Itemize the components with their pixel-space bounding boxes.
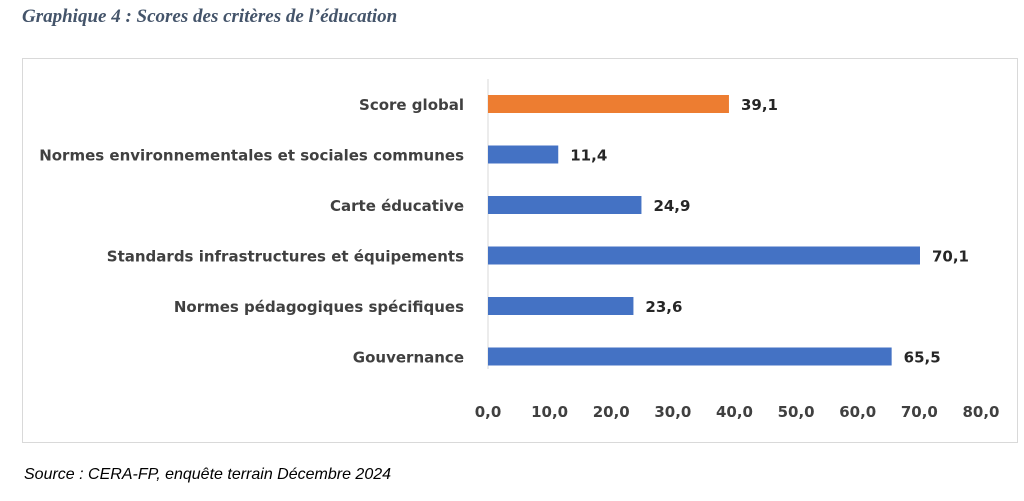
- category-label: Normes pédagogiques spécifiques: [174, 298, 464, 316]
- category-label: Gouvernance: [353, 349, 464, 367]
- chart-title: Graphique 4 : Scores des critères de l’é…: [22, 6, 398, 27]
- category-label: Score global: [359, 96, 464, 114]
- data-label: 70,1: [932, 248, 969, 266]
- source-note: Source : CERA-FP, enquête terrain Décemb…: [24, 466, 392, 483]
- x-tick-label: 40,0: [716, 403, 753, 421]
- bar: [488, 297, 634, 315]
- x-tick-label: 30,0: [654, 403, 691, 421]
- data-label: 39,1: [741, 96, 778, 114]
- bar: [488, 347, 892, 366]
- bar: [488, 145, 559, 164]
- category-label: Carte éducative: [330, 197, 464, 215]
- bar: [488, 95, 729, 113]
- data-label: 24,9: [653, 197, 690, 215]
- x-tick-label: 80,0: [962, 403, 999, 421]
- bar-chart: Score global 39,1 Normes environnementales…: [39, 79, 1000, 421]
- category-label: Standards infrastructures et équipements: [107, 248, 464, 266]
- data-label: 65,5: [904, 349, 941, 367]
- bar: [488, 246, 920, 265]
- x-tick-label: 10,0: [531, 403, 568, 421]
- x-tick-label: 70,0: [901, 403, 938, 421]
- x-tick-label: 60,0: [839, 403, 876, 421]
- chart-frame: Score global 39,1 Normes environnementales…: [22, 58, 1018, 443]
- x-tick-label: 20,0: [593, 403, 630, 421]
- x-tick-label: 0,0: [475, 403, 502, 421]
- data-label: 23,6: [645, 298, 682, 316]
- bar: [488, 196, 642, 214]
- data-label: 11,4: [570, 147, 607, 165]
- x-tick-label: 50,0: [778, 403, 815, 421]
- category-label: Normes environnementales et sociales com…: [39, 147, 464, 165]
